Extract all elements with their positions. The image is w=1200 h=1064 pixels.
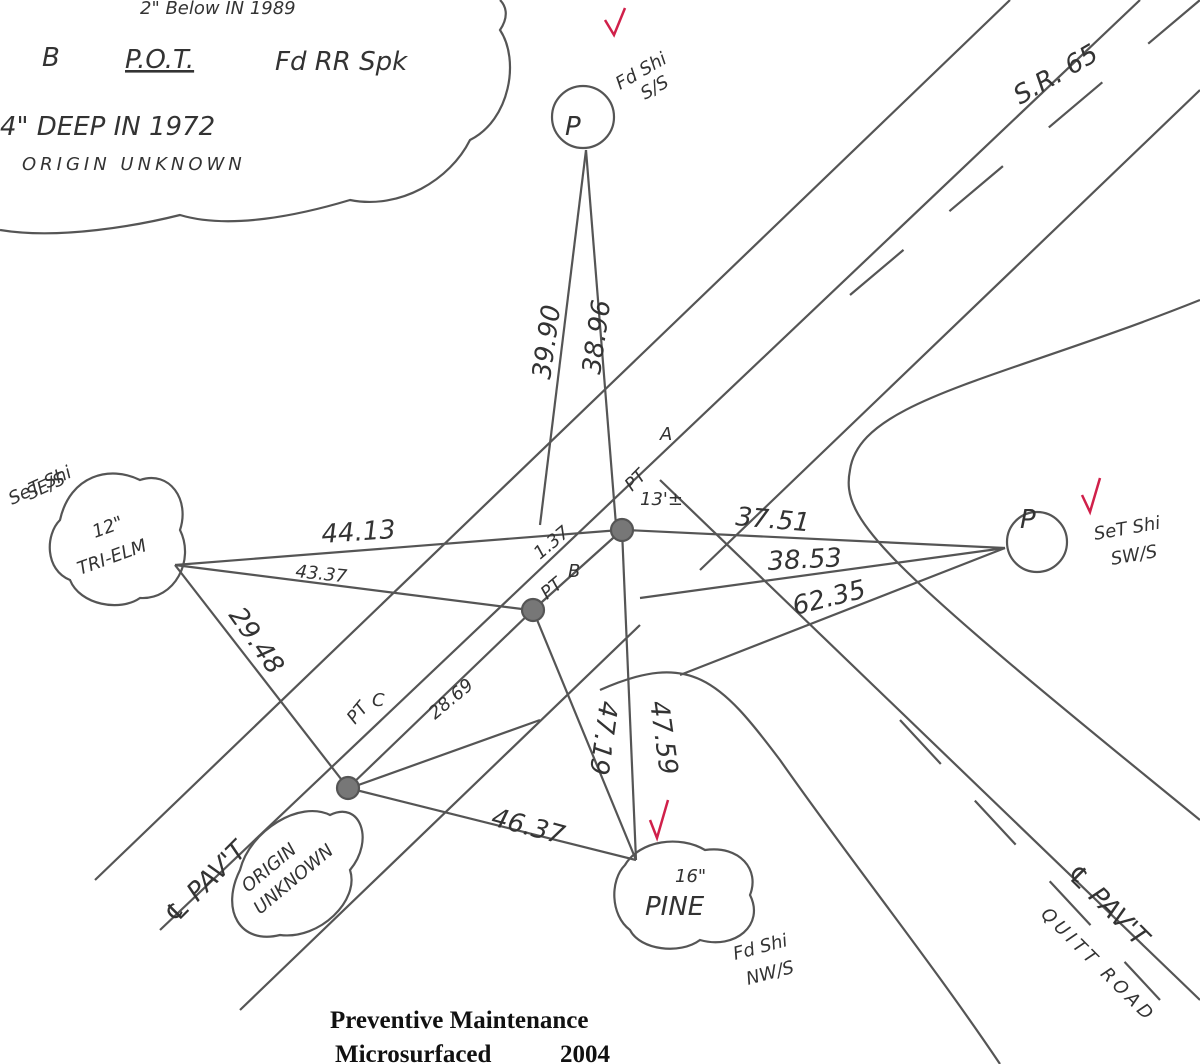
note-text: Fd RR Spk <box>275 47 408 77</box>
point <box>522 599 544 621</box>
footer-text: 2004 <box>560 1041 611 1064</box>
tie-note: NW/S <box>744 957 797 990</box>
point <box>611 519 633 541</box>
note-text: 4" DEEP IN 1972 <box>0 112 215 142</box>
point-id: B <box>568 561 580 582</box>
tie-circle <box>552 86 614 148</box>
tie-circle <box>1007 512 1067 572</box>
distance: 47.59 <box>643 699 683 777</box>
distance: 37.51 <box>734 502 811 538</box>
distance: 38.53 <box>767 543 843 577</box>
footer-text: Microsurfaced <box>335 1041 492 1064</box>
tie-label: P <box>565 112 581 142</box>
tree-cloud <box>50 473 185 605</box>
point-marker: PT <box>343 696 374 728</box>
tie-label: PINE <box>645 892 705 922</box>
point-marker: PT <box>537 572 569 603</box>
check <box>1082 478 1100 512</box>
distance: 28.69 <box>425 675 478 724</box>
sketch: 2" Below IN 1989 B P.O.T. Fd RR Spk 4" D… <box>0 0 1200 1064</box>
distance: 62.35 <box>789 575 868 622</box>
distance: 39.90 <box>527 303 567 381</box>
tie-note: SW/S <box>1109 541 1159 570</box>
tie-label: P <box>1020 505 1036 535</box>
note-title: P.O.T. <box>125 45 194 75</box>
point-id: A <box>659 424 672 445</box>
tie-label: 16" <box>675 866 706 887</box>
point-offset: 13'± <box>640 489 683 510</box>
distance: 38.96 <box>577 298 617 376</box>
check <box>605 8 625 35</box>
check <box>650 800 668 838</box>
note-text: 2" Below IN 1989 <box>140 0 296 19</box>
distance: 44.13 <box>320 515 396 550</box>
distance: 47.19 <box>583 699 623 777</box>
point <box>337 777 359 799</box>
tie-note: SE/S <box>23 468 68 504</box>
tie-label: TRI-ELM <box>75 535 151 580</box>
distance: 46.37 <box>488 803 568 851</box>
tie-note: SeT Shi <box>1092 513 1162 545</box>
point-id: C <box>372 690 385 711</box>
tie-label: 12" <box>90 512 126 542</box>
footer-text: Preventive Maintenance <box>330 1007 589 1034</box>
note-marker: B <box>42 43 60 73</box>
road-name: S.R. 65 <box>1009 39 1104 111</box>
note-text: ORIGIN UNKNOWN <box>22 154 246 175</box>
distance: 43.37 <box>294 561 348 587</box>
